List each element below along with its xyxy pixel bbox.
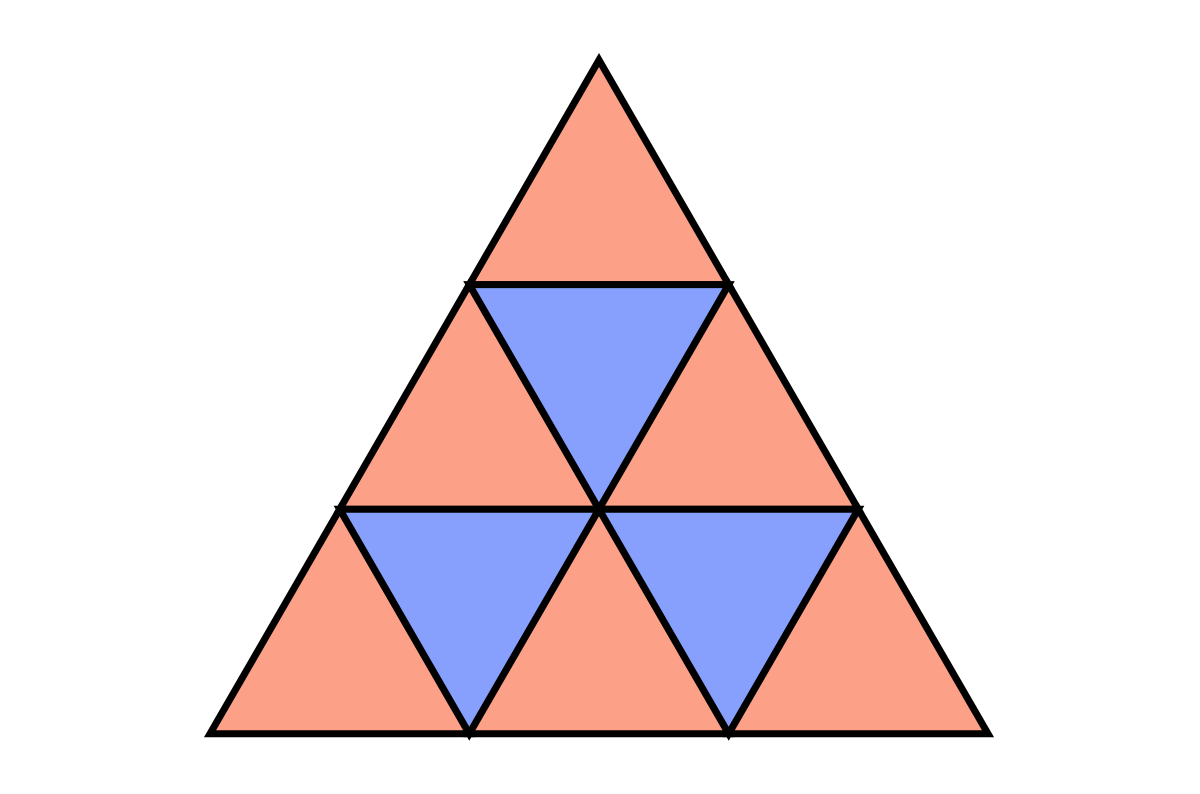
triangle-cells [203, 53, 995, 741]
upward-triangle-r2-c4 [722, 502, 995, 738]
upward-triangle-r0-c0 [463, 53, 735, 289]
